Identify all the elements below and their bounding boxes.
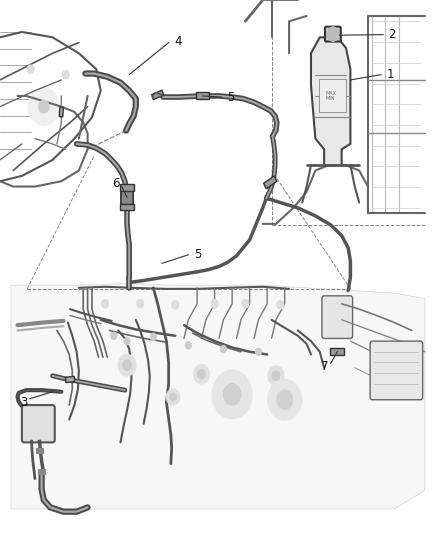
- Text: 4: 4: [174, 35, 181, 48]
- Circle shape: [255, 348, 261, 356]
- Circle shape: [268, 379, 301, 420]
- Circle shape: [198, 369, 205, 379]
- Bar: [36, 448, 43, 453]
- Circle shape: [39, 100, 49, 113]
- Circle shape: [123, 360, 131, 370]
- Polygon shape: [196, 93, 209, 99]
- FancyBboxPatch shape: [322, 296, 353, 338]
- Circle shape: [212, 370, 252, 418]
- FancyBboxPatch shape: [121, 190, 133, 205]
- Circle shape: [211, 300, 218, 308]
- Circle shape: [137, 300, 144, 308]
- Text: 6: 6: [112, 177, 120, 190]
- Circle shape: [166, 389, 180, 405]
- Circle shape: [220, 345, 226, 353]
- Circle shape: [268, 366, 284, 385]
- Circle shape: [28, 88, 59, 125]
- Polygon shape: [311, 37, 350, 165]
- FancyBboxPatch shape: [22, 405, 55, 442]
- Circle shape: [170, 393, 176, 401]
- Circle shape: [223, 384, 241, 405]
- Circle shape: [194, 365, 209, 384]
- Text: MAX
MIN: MAX MIN: [325, 91, 336, 101]
- Circle shape: [272, 371, 280, 381]
- Circle shape: [242, 300, 249, 308]
- Circle shape: [172, 301, 179, 309]
- Circle shape: [277, 301, 284, 309]
- Polygon shape: [120, 184, 134, 191]
- Circle shape: [277, 390, 293, 409]
- Polygon shape: [59, 107, 64, 117]
- Polygon shape: [120, 204, 134, 210]
- Text: 3: 3: [21, 396, 28, 409]
- Circle shape: [102, 300, 109, 308]
- FancyBboxPatch shape: [370, 341, 423, 400]
- Circle shape: [185, 342, 191, 349]
- Polygon shape: [264, 176, 277, 189]
- Text: 5: 5: [194, 248, 201, 261]
- Circle shape: [150, 333, 156, 341]
- Bar: [38, 469, 45, 474]
- Circle shape: [327, 27, 339, 41]
- Circle shape: [111, 332, 117, 340]
- Polygon shape: [11, 284, 425, 509]
- Polygon shape: [152, 90, 163, 100]
- Circle shape: [118, 354, 136, 376]
- Polygon shape: [330, 349, 344, 355]
- Text: 2: 2: [389, 28, 396, 41]
- Text: 5: 5: [227, 91, 234, 103]
- Polygon shape: [66, 376, 74, 383]
- FancyBboxPatch shape: [325, 27, 341, 42]
- Circle shape: [62, 70, 69, 79]
- FancyBboxPatch shape: [319, 79, 346, 112]
- Circle shape: [27, 65, 34, 74]
- Text: 7: 7: [321, 360, 329, 373]
- Circle shape: [124, 337, 130, 345]
- Text: 1: 1: [386, 68, 394, 81]
